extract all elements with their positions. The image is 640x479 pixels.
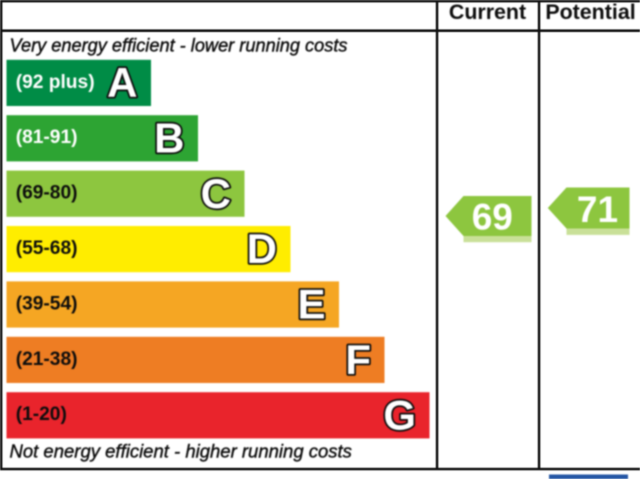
svg-text:B: B bbox=[154, 114, 184, 161]
svg-text:Very energy efficient - lower: Very energy efficient - lower running co… bbox=[10, 36, 348, 56]
svg-text:G: G bbox=[383, 391, 416, 438]
svg-text:(92 plus): (92 plus) bbox=[16, 72, 95, 93]
svg-text:Current: Current bbox=[449, 0, 526, 24]
svg-text:C: C bbox=[201, 170, 231, 217]
svg-text:71: 71 bbox=[577, 189, 618, 230]
svg-text:D: D bbox=[247, 225, 277, 272]
svg-text:(21-38): (21-38) bbox=[16, 349, 78, 370]
svg-text:69: 69 bbox=[472, 197, 513, 238]
svg-text:(55-68): (55-68) bbox=[16, 238, 78, 259]
svg-text:Potential: Potential bbox=[545, 0, 635, 24]
svg-text:F: F bbox=[345, 336, 371, 383]
svg-text:(1-20): (1-20) bbox=[16, 404, 67, 425]
svg-text:(81-91): (81-91) bbox=[16, 127, 78, 148]
svg-text:E: E bbox=[297, 281, 325, 328]
svg-text:(69-80): (69-80) bbox=[16, 183, 78, 204]
svg-text:A: A bbox=[107, 59, 137, 106]
svg-text:(39-54): (39-54) bbox=[16, 293, 78, 314]
svg-text:Not energy efficient - higher: Not energy efficient - higher running co… bbox=[10, 441, 352, 462]
